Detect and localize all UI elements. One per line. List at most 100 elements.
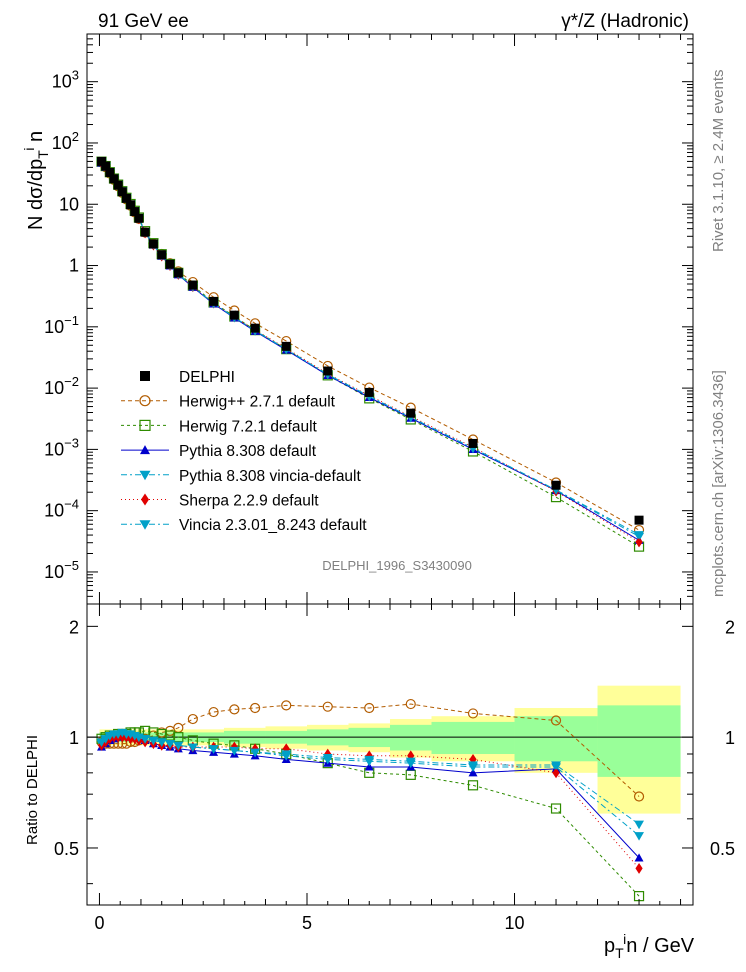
x-axis-ticks: 0 5 10 (94, 34, 682, 933)
uncertainty-band-inner (597, 705, 681, 777)
legend-entry: Herwig++ 2.7.1 default (121, 394, 336, 411)
ratio-point (165, 740, 175, 749)
y-tick-label: 10−3 (44, 435, 79, 459)
ratio-point (281, 700, 292, 711)
ratio-point (229, 746, 240, 756)
reference-point (101, 161, 111, 171)
x-tick-label: 0 (94, 913, 104, 933)
reference-point (323, 366, 333, 376)
ratio-point (364, 762, 374, 771)
legend-marker (140, 445, 150, 455)
uncertainty-band-inner (514, 716, 598, 762)
legend-label: Vincia 2.3.01_8.243 default (179, 517, 367, 534)
reference-point (165, 259, 175, 269)
data-point (635, 536, 643, 548)
main-plot-content (96, 156, 645, 552)
ratio-point (551, 761, 561, 770)
reference-point (126, 200, 136, 210)
ratio-point (156, 738, 167, 747)
series-ratio-line (101, 736, 640, 869)
legend-label: Herwig 7.2.1 default (179, 418, 318, 435)
ratio-point (187, 743, 198, 753)
svg-text:N dσ/dpTi n: N dσ/dpTi n (21, 131, 51, 230)
x-tick-label: 5 (302, 913, 312, 933)
ratio-tick-label: 0.5 (54, 839, 79, 859)
ratio-point (208, 706, 219, 718)
ratio-point (364, 702, 375, 714)
reference-point (209, 296, 219, 306)
legend-marker (139, 470, 151, 481)
ratio-point (634, 832, 644, 841)
ratio-point (405, 698, 416, 710)
reference-point (551, 480, 561, 490)
rivet-label: Rivet 3.1.10, ≥ 2.4M events (710, 70, 727, 253)
reference-point (281, 341, 291, 351)
legend-label: Herwig++ 2.7.1 default (179, 394, 336, 411)
ratio-point (281, 750, 292, 759)
legend-marker (139, 395, 151, 407)
ratio-point (187, 713, 198, 725)
ratio-point (468, 761, 478, 770)
reference-point (229, 310, 239, 320)
legend-label: Pythia 8.308 default (179, 443, 317, 460)
legend-marker (140, 371, 150, 381)
y-axis-title-ratio: Ratio to DELPHI (24, 735, 41, 845)
analysis-id: DELPHI_1996_S3430090 (322, 558, 472, 573)
uncertainty-band-inner (431, 721, 515, 755)
ratio-point (550, 715, 562, 726)
reference-point (134, 213, 144, 223)
ratio-y-ticks: 0.5 0.5 1 1 2 2 (54, 617, 735, 885)
legend-label: Pythia 8.308 vincia-default (179, 468, 362, 485)
ratio-tick-label-right: 1 (725, 728, 735, 748)
reference-point (157, 250, 167, 260)
ratio-point (322, 753, 333, 763)
ratio-point (469, 754, 477, 765)
ratio-point (467, 780, 479, 791)
ratio-point (208, 745, 219, 754)
ratio-point (364, 755, 375, 765)
mcplots-label: mcplots.cern.ch [arXiv:1306.3436] (710, 370, 727, 597)
legend-entry: Pythia 8.308 default (121, 443, 317, 460)
reference-point (173, 268, 183, 278)
ratio-point (633, 791, 645, 802)
reference-point (250, 323, 260, 333)
header-left-title: 91 GeV ee (98, 11, 189, 32)
ratio-tick-label: 2 (69, 617, 79, 637)
reference-point (634, 515, 644, 525)
reference-point (109, 174, 119, 184)
ratio-point (635, 863, 643, 874)
reference-point (364, 387, 374, 397)
reference-point (105, 167, 115, 177)
ratio-point (250, 748, 261, 758)
reference-point (113, 180, 123, 190)
ratio-point (322, 701, 333, 712)
legend-marker (139, 520, 151, 530)
y-axis-title-main: N dσ/dpTi n (21, 131, 51, 230)
series-ratio-5 (96, 728, 644, 830)
ratio-tick-label: 1 (69, 728, 79, 748)
legend-entry: Herwig 7.2.1 default (121, 418, 318, 435)
reference-point (121, 193, 131, 203)
x-tick-label: 10 (505, 913, 525, 933)
reference-point (406, 408, 416, 418)
legend-marker (141, 493, 149, 506)
reference-series (97, 156, 644, 525)
ratio-point (173, 741, 184, 751)
reference-point (97, 156, 107, 166)
ratio-point (550, 803, 562, 814)
reference-point (117, 187, 127, 197)
legend-entry: Sherpa 2.2.9 default (121, 493, 319, 510)
y-tick-label: 10−4 (44, 497, 79, 521)
legend-entry: Pythia 8.308 vincia-default (121, 468, 362, 485)
legend-entry: Vincia 2.3.01_8.243 default (121, 517, 367, 534)
legend-entry: DELPHI (140, 369, 235, 386)
reference-point (468, 438, 478, 448)
ratio-tick-label-right: 0.5 (710, 839, 735, 859)
reference-point (188, 280, 198, 290)
ratio-panel: 0.5 0.5 1 1 2 2 (54, 603, 735, 906)
data-point (634, 531, 644, 540)
ratio-tick-label-right: 2 (725, 617, 735, 637)
uncertainty-band-inner (390, 724, 432, 751)
